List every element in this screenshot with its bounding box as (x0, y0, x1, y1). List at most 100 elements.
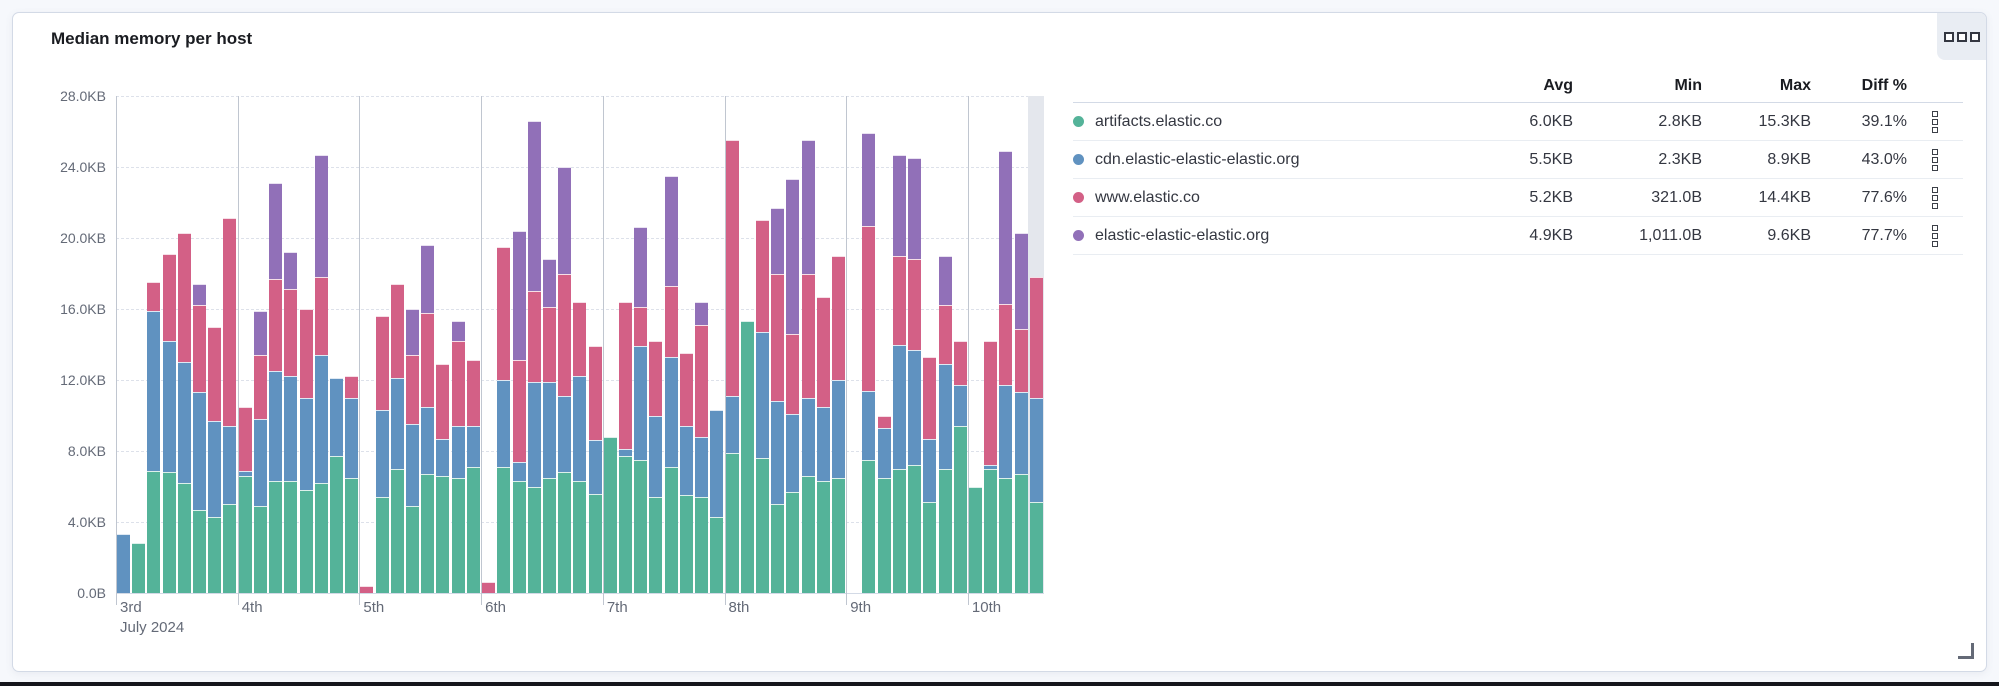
bar[interactable] (466, 360, 480, 593)
bar[interactable] (512, 230, 526, 593)
series-actions-button[interactable] (1907, 110, 1963, 133)
bar[interactable] (740, 321, 754, 593)
bar-segment (725, 452, 739, 593)
bar-segment (253, 419, 267, 507)
bar[interactable] (208, 326, 222, 593)
bar[interactable] (923, 356, 937, 593)
panel-options-icon (1956, 31, 1967, 42)
boxes-vertical-icon (1932, 186, 1938, 193)
bar[interactable] (223, 218, 237, 593)
bar-segment (253, 355, 267, 420)
bar[interactable] (816, 296, 830, 593)
bar[interactable] (573, 301, 587, 593)
bar[interactable] (238, 406, 252, 593)
legend-column-header: Avg (1543, 77, 1573, 94)
bar[interactable] (253, 310, 267, 593)
legend-row: elastic-elastic-elastic.org 4.9KB 1,011.0B… (1073, 217, 1963, 255)
stat-avg: 6.0KB (1529, 112, 1573, 130)
bar[interactable] (984, 340, 998, 593)
bar-segment (755, 332, 769, 459)
bar[interactable] (284, 252, 298, 593)
bar[interactable] (771, 207, 785, 593)
bar[interactable] (908, 158, 922, 593)
panel-options-button[interactable] (1937, 13, 1986, 60)
bar-segment (908, 349, 922, 466)
bar[interactable] (603, 436, 617, 593)
bar[interactable] (953, 340, 967, 593)
legend-series-name[interactable]: cdn.elastic-elastic-elastic.org (1073, 151, 1453, 169)
bar[interactable] (968, 486, 982, 593)
bar[interactable] (679, 353, 693, 593)
bar-segment (619, 301, 633, 450)
bar[interactable] (999, 151, 1013, 593)
bar-segment (679, 353, 693, 427)
bar[interactable] (269, 182, 283, 593)
bar[interactable] (482, 582, 496, 593)
bar-segment (193, 392, 207, 510)
bar-segment (345, 397, 359, 478)
bar-segment (634, 346, 648, 460)
bar[interactable] (695, 301, 709, 593)
bar[interactable] (193, 284, 207, 593)
bar[interactable] (725, 140, 739, 593)
bar[interactable] (877, 415, 891, 593)
series-label: elastic-elastic-elastic.org (1095, 226, 1270, 244)
bar[interactable] (664, 175, 678, 593)
bar-segment (512, 461, 526, 482)
boxes-vertical-icon (1932, 118, 1938, 125)
bar-segment (908, 259, 922, 350)
bar[interactable] (619, 301, 633, 593)
bar-segment (877, 415, 891, 428)
bar[interactable] (132, 543, 146, 593)
bar-segment (299, 490, 313, 593)
bar[interactable] (649, 340, 663, 593)
bar[interactable] (406, 309, 420, 593)
bar[interactable] (117, 534, 130, 593)
legend-series-name[interactable]: www.elastic.co (1073, 189, 1453, 207)
bar[interactable] (1029, 277, 1043, 593)
stacked-bar-chart[interactable]: 28.0KB 24.0KB 20.0KB 16.0KB 12.0KB 8.0KB 4.0KB… (60, 88, 1045, 636)
stat-min: 321.0B (1651, 188, 1702, 206)
bar-segment (375, 410, 389, 498)
bar[interactable] (360, 585, 374, 593)
bar-segment (649, 415, 663, 498)
bar[interactable] (497, 246, 511, 593)
legend-series-name[interactable]: artifacts.elastic.co (1073, 113, 1453, 131)
bar[interactable] (390, 284, 404, 593)
bar[interactable] (177, 232, 191, 593)
series-actions-button[interactable] (1907, 148, 1963, 171)
legend-header-row: Avg Min Max Diff % (1073, 69, 1963, 103)
series-actions-button[interactable] (1907, 224, 1963, 247)
bar[interactable] (1014, 232, 1028, 593)
stat-avg: 5.2KB (1529, 188, 1573, 206)
bar[interactable] (329, 378, 343, 593)
bar[interactable] (862, 133, 876, 593)
bar-segment (421, 406, 435, 475)
bar[interactable] (147, 282, 161, 593)
bar[interactable] (710, 410, 724, 593)
bar[interactable] (588, 346, 602, 593)
bar[interactable] (436, 364, 450, 593)
bar[interactable] (892, 154, 906, 593)
bar[interactable] (938, 255, 952, 593)
bar[interactable] (542, 259, 556, 593)
bar[interactable] (345, 376, 359, 593)
day-gridline (602, 96, 604, 605)
bar[interactable] (299, 309, 313, 593)
bar[interactable] (786, 179, 800, 593)
bar-segment (527, 291, 541, 382)
bar[interactable] (634, 227, 648, 593)
series-actions-button[interactable] (1907, 186, 1963, 209)
bar[interactable] (527, 120, 541, 593)
bar[interactable] (558, 167, 572, 593)
bar[interactable] (421, 245, 435, 593)
bar[interactable] (832, 255, 846, 593)
bar[interactable] (162, 253, 176, 593)
bar[interactable] (801, 140, 815, 593)
bar[interactable] (451, 321, 465, 593)
resize-corner-icon[interactable] (1958, 643, 1974, 659)
bar[interactable] (755, 220, 769, 593)
legend-series-name[interactable]: elastic-elastic-elastic.org (1073, 227, 1453, 245)
bar[interactable] (375, 316, 389, 593)
bar[interactable] (314, 154, 328, 593)
